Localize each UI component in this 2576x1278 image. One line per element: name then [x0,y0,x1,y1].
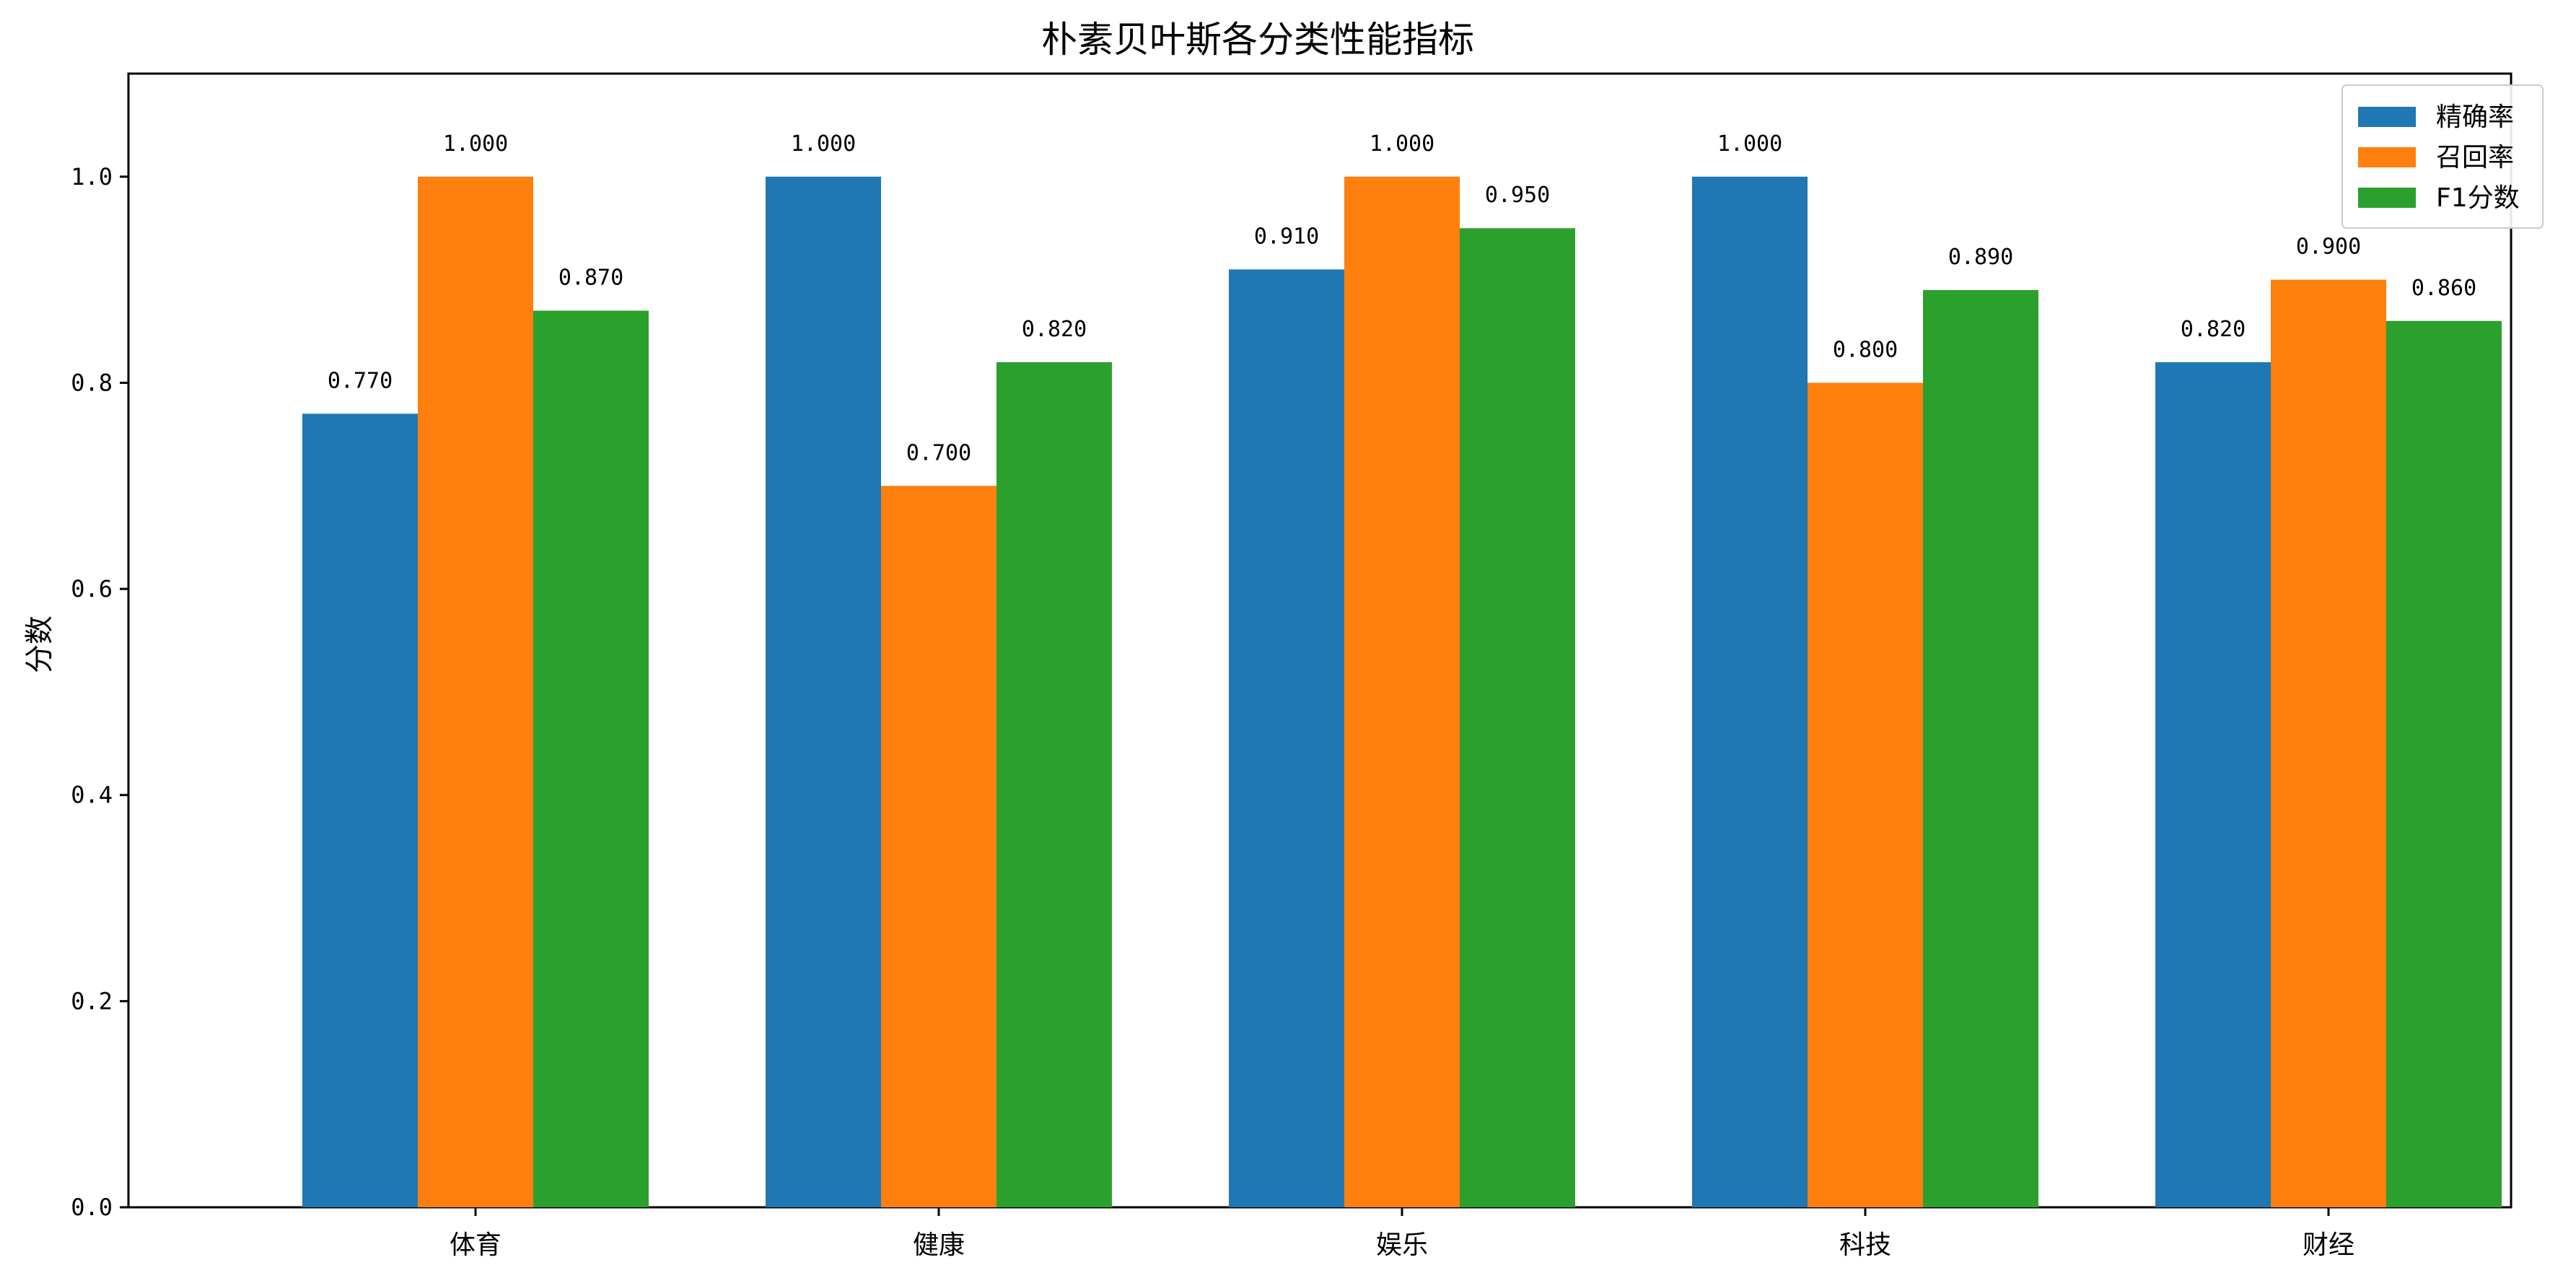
bar [996,362,1112,1208]
legend-entry-label: 召回率 [2436,143,2514,172]
legend-swatch [2358,107,2416,127]
bar [302,413,418,1207]
bar [533,310,649,1207]
y-tick-label: 0.2 [71,987,113,1015]
x-tick-label: 科技 [1839,1230,1891,1260]
legend-entry-label: 精确率 [2436,102,2514,132]
bar-value-label: 1.000 [1717,131,1782,157]
y-axis: 0.0 0.2 0.4 0.6 0.8 1.0 [71,163,128,1221]
bar [1808,382,1923,1207]
bar-value-label: 0.770 [328,368,393,393]
x-tick-label: 健康 [913,1230,965,1260]
bar [1923,289,2038,1207]
bar [1229,269,1344,1208]
bar-value-label: 0.820 [1022,317,1087,342]
bar [418,176,533,1208]
bar-value-label: 0.950 [1485,183,1550,208]
legend-entry-label: F1分数 [2436,183,2520,213]
bar-value-label: 0.820 [2181,317,2246,342]
x-tick-label: 财经 [2303,1230,2354,1260]
bar-value-label: 1.000 [791,131,856,157]
bar-value-label: 0.870 [558,265,623,290]
bar-value-label: 1.000 [1370,131,1434,157]
x-tick-label: 娱乐 [1376,1230,1428,1260]
y-tick-label: 1.0 [71,163,113,191]
bar-value-label: 0.890 [1948,245,2013,270]
chart-title: 朴素贝叶斯各分类性能指标 [1041,19,1474,61]
bar-value-label: 0.860 [2411,276,2476,301]
bar-value-label: 1.000 [443,131,508,157]
bar [766,176,881,1208]
bar [1460,228,1575,1207]
bar-value-label: 0.700 [906,440,971,465]
bar [1692,176,1808,1208]
data-labels: 0.770 1.000 0.910 1.000 0.820 1.000 0.700 1.000… [328,131,2476,465]
y-axis-label: 分数 [23,616,56,673]
bar-value-label: 0.800 [1833,337,1898,362]
y-tick-label: 0.0 [71,1194,113,1221]
y-tick-label: 0.4 [71,782,113,809]
bar-value-label: 0.900 [2296,235,2361,260]
bar [1344,176,1460,1208]
x-axis: 体育 健康 娱乐 科技 财经 [450,1207,2354,1260]
legend-swatch [2358,147,2416,167]
bar [2386,320,2502,1207]
y-tick-label: 0.6 [71,575,113,603]
y-tick-label: 0.8 [71,369,113,396]
x-tick-label: 体育 [450,1230,501,1260]
legend-swatch [2358,188,2416,208]
bars [302,176,2502,1208]
bar [2155,362,2271,1208]
bar [881,486,996,1207]
bar-value-label: 0.910 [1254,224,1319,249]
bar [2271,279,2386,1207]
